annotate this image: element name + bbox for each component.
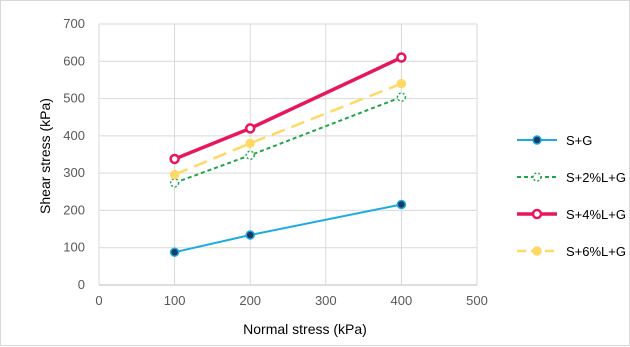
data-point xyxy=(169,247,180,257)
series-4 xyxy=(169,78,407,180)
gridlines xyxy=(99,23,478,285)
y-tick-label: 100 xyxy=(63,240,85,255)
x-tick-label: 400 xyxy=(391,293,413,308)
legend-marker xyxy=(532,172,542,182)
y-axis-title: Shear stress (kPa) xyxy=(37,98,53,214)
legend-label: S+G xyxy=(566,133,592,148)
legend-label: S+4%L+G xyxy=(566,207,626,222)
y-tick-label: 500 xyxy=(63,91,85,106)
legend-marker xyxy=(531,208,543,220)
y-tick-label: 300 xyxy=(63,165,85,180)
data-point xyxy=(245,230,255,240)
axes: 0 100 200 300 400 500 600 700 0 100 200 300 400 500 xyxy=(63,16,488,308)
data-point xyxy=(169,169,180,180)
data-point xyxy=(396,199,407,210)
series-line xyxy=(173,55,403,161)
legend-entry: S+2%L+G xyxy=(517,170,626,185)
legend-entry: S+4%L+G xyxy=(517,207,626,222)
data-point xyxy=(396,92,407,102)
legend-entry: S+G xyxy=(517,133,592,148)
series-3 xyxy=(169,52,407,165)
series-1 xyxy=(169,199,407,257)
legend-entry: S+6%L+G xyxy=(517,244,626,259)
x-tick-label: 200 xyxy=(239,293,261,308)
y-tick-label: 600 xyxy=(63,53,85,68)
y-tick-label: 700 xyxy=(63,16,85,31)
x-tick-label: 0 xyxy=(95,293,102,308)
series-line xyxy=(174,203,402,254)
data-point xyxy=(245,138,255,149)
data-point xyxy=(244,123,256,134)
data-point xyxy=(169,178,180,188)
y-tick-label: 0 xyxy=(78,277,85,292)
series-2 xyxy=(169,92,407,188)
y-tick-label: 400 xyxy=(63,128,85,143)
x-tick-label: 100 xyxy=(164,293,186,308)
x-tick-label: 500 xyxy=(466,293,488,308)
data-point xyxy=(169,153,180,165)
x-tick-label: 300 xyxy=(315,293,337,308)
legend-label: S+2%L+G xyxy=(566,170,626,185)
data-point xyxy=(396,52,407,63)
legend: S+G S+2%L+G S+4%L+G S+6%L+G xyxy=(517,133,626,259)
legend-label: S+6%L+G xyxy=(566,244,626,259)
data-point xyxy=(396,78,407,89)
legend-marker xyxy=(532,135,542,145)
series-lines xyxy=(169,52,407,257)
legend-marker xyxy=(532,246,542,256)
x-axis-title: Normal stress (kPa) xyxy=(243,321,367,337)
data-point xyxy=(245,150,255,160)
y-tick-label: 200 xyxy=(63,202,85,217)
series-line xyxy=(174,82,402,176)
